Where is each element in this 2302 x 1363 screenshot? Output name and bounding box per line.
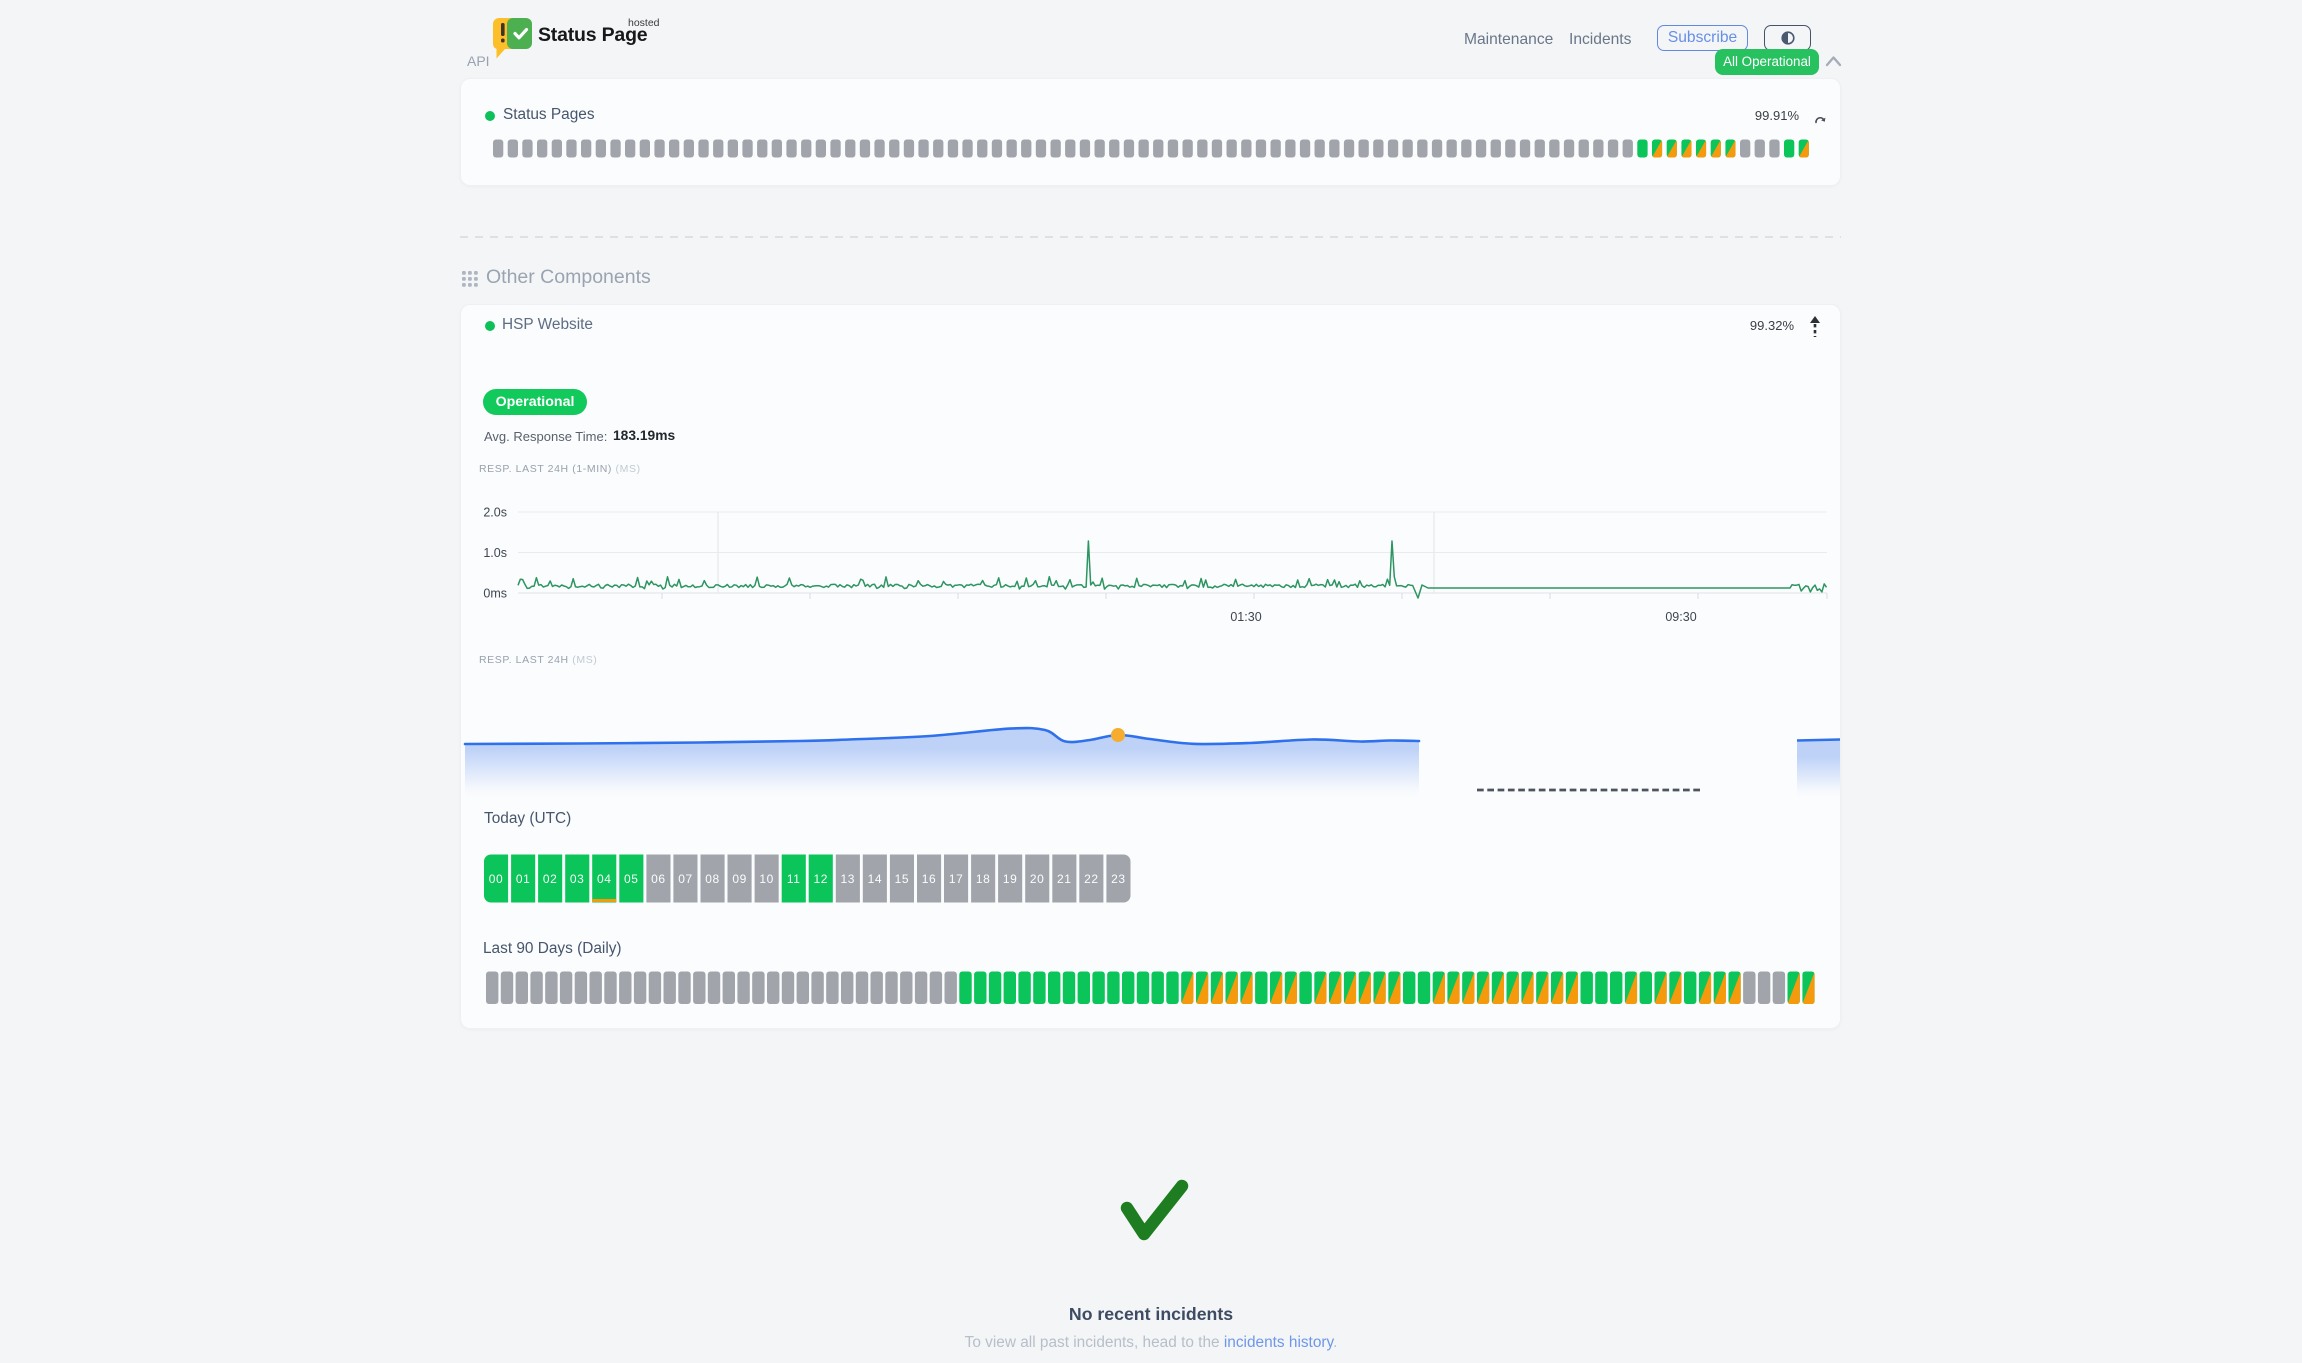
svg-text:20: 20	[1030, 872, 1045, 886]
svg-text:10: 10	[759, 872, 774, 886]
svg-text:13: 13	[841, 872, 856, 886]
svg-text:0ms: 0ms	[483, 587, 507, 601]
svg-text:08: 08	[705, 872, 720, 886]
svg-text:01: 01	[516, 872, 531, 886]
svg-text:16: 16	[922, 872, 937, 886]
svg-text:14: 14	[868, 872, 883, 886]
svg-text:11: 11	[787, 872, 801, 886]
svg-text:07: 07	[678, 872, 693, 886]
svg-text:03: 03	[570, 872, 585, 886]
svg-text:06: 06	[651, 872, 666, 886]
svg-text:1.0s: 1.0s	[483, 546, 507, 560]
svg-text:09:30: 09:30	[1665, 610, 1696, 624]
svg-text:2.0s: 2.0s	[483, 506, 507, 520]
svg-text:23: 23	[1111, 872, 1126, 886]
svg-text:19: 19	[1003, 872, 1018, 886]
svg-text:09: 09	[732, 872, 747, 886]
svg-text:15: 15	[895, 872, 910, 886]
svg-text:12: 12	[814, 872, 829, 886]
svg-text:00: 00	[489, 872, 504, 886]
svg-text:21: 21	[1057, 872, 1072, 886]
svg-text:01:30: 01:30	[1230, 610, 1261, 624]
svg-text:18: 18	[976, 872, 991, 886]
svg-text:04: 04	[597, 872, 612, 886]
svg-text:02: 02	[543, 872, 558, 886]
svg-text:22: 22	[1084, 872, 1099, 886]
svg-text:17: 17	[949, 872, 964, 886]
svg-text:05: 05	[624, 872, 639, 886]
